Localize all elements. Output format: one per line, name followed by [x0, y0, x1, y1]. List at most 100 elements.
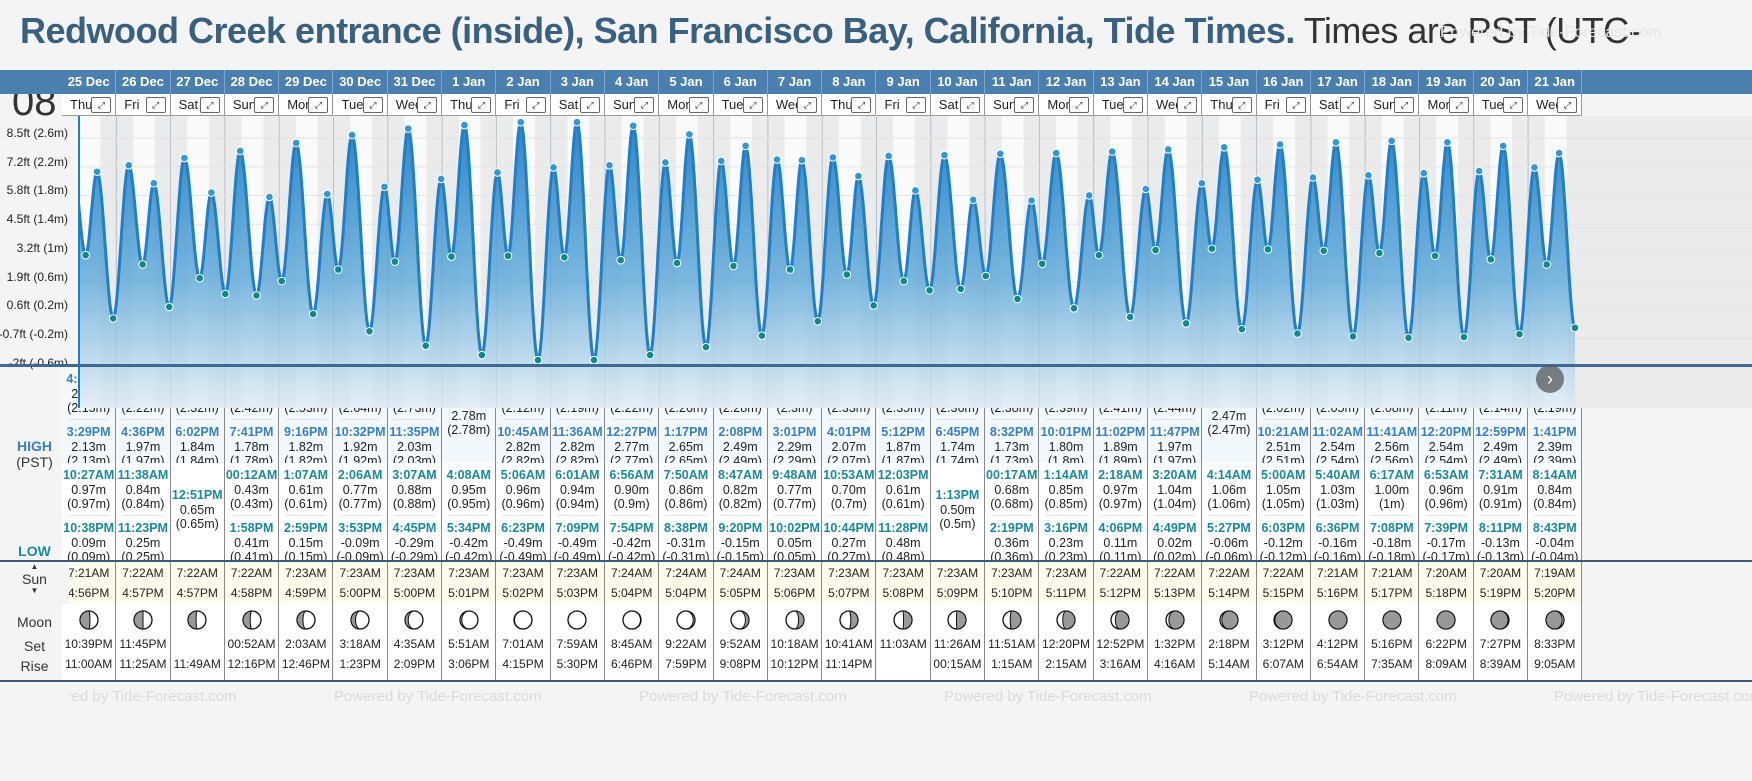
day-of-week-cell: Sun ⤢ [985, 94, 1040, 116]
high-tide-event: 10:45AM 2.82m (2.82m) [496, 420, 549, 468]
day-of-week-label: Mon [1427, 97, 1453, 112]
expand-day-icon[interactable]: ⤢ [145, 97, 166, 113]
expand-day-icon[interactable]: ⤢ [1394, 97, 1415, 113]
low-tide-point [981, 271, 991, 281]
high-tide-height: 1.87m [885, 440, 921, 454]
expand-day-icon[interactable]: ⤢ [688, 97, 709, 113]
day-column: 6 Jan Tue ⤢ [713, 70, 768, 757]
moon-row-label: Moon Set Rise [0, 604, 69, 680]
high-tide-event: 12:27PM 2.77m (2.77m) [605, 420, 658, 468]
sun-times-cell: 7:21AM 5:16PM [1310, 562, 1366, 604]
moon-phase-icon [893, 610, 913, 630]
expand-day-icon[interactable]: ⤢ [905, 97, 926, 113]
high-tide-event: 10:32PM 1.92m (1.92m) [334, 420, 387, 468]
high-tide-time: 1:41PM [1532, 425, 1577, 439]
expand-day-icon[interactable]: ⤢ [579, 97, 600, 113]
low-tide-cell: 10:53AM 0.70m (0.7m) 10:44PM 0.27m (0.27m) [822, 463, 877, 564]
high-tide-event: 5:12PM 1.87m (1.87m) [877, 420, 930, 468]
moonset-time: 3:12PM [1262, 637, 1304, 651]
high-tide-point [572, 117, 582, 127]
day-of-week-cell: Wed ⤢ [387, 94, 443, 116]
separator [719, 419, 761, 420]
low-tide-height-alt: (1.04m) [1153, 497, 1197, 511]
low-tide-event: 10:27AM 0.97m (0.97m) [62, 463, 115, 511]
expand-day-icon[interactable]: ⤢ [525, 97, 546, 113]
low-tide-point [1094, 250, 1104, 260]
day-of-week-label: Sat [178, 97, 199, 112]
timezone-note: Times are PST (UTC- [1303, 10, 1641, 51]
expand-day-icon[interactable]: ⤢ [417, 97, 438, 113]
expand-day-icon[interactable]: ⤢ [1503, 97, 1524, 113]
sun-times-cell: 7:23AM 5:06PM [767, 562, 823, 604]
moon-phase-icon [187, 610, 207, 630]
moon-cell: 10:41AM 11:14PM [822, 604, 877, 680]
separator [882, 419, 924, 420]
day-date-label: 12 Jan [1039, 70, 1094, 94]
moon-phase-icon [784, 610, 805, 630]
expand-day-icon[interactable]: ⤢ [1068, 97, 1089, 113]
low-tide-point [1125, 312, 1135, 322]
moonrise-time: 4:15PM [502, 657, 544, 671]
low-tide-point [1404, 333, 1413, 343]
low-tide-event: 10:02PM 0.05m (0.05m) [768, 516, 821, 564]
expand-day-icon[interactable]: ⤢ [1177, 97, 1198, 113]
low-tide-event: 6:01AM 0.94m (0.94m) [551, 463, 604, 511]
expand-day-icon[interactable]: ⤢ [1285, 97, 1306, 113]
low-tide-cell: 8:47AM 0.82m (0.82m) 9:20PM -0.15m (-0.15m) [713, 463, 768, 564]
expand-day-icon[interactable]: ⤢ [1448, 97, 1469, 113]
expand-day-icon[interactable]: ⤢ [308, 97, 329, 113]
moonrise-time: 11:49AM [173, 657, 221, 671]
high-tide-point [1419, 168, 1429, 178]
day-date-label: 6 Jan [714, 70, 768, 94]
high-tide-time: 5:12PM [881, 425, 926, 439]
moon-cell: 2:18PM 5:14AM [1202, 604, 1257, 680]
moon-phase-icon [133, 610, 153, 630]
moon-cell: 8:45AM 6:46PM [605, 604, 660, 680]
expand-day-icon[interactable]: ⤢ [254, 97, 275, 113]
high-tide-point [940, 150, 949, 160]
y-tick-label: 5.8ft (1.8m) [6, 183, 68, 198]
high-tide-time: 1:17PM [664, 425, 708, 439]
expand-day-icon[interactable]: ⤢ [1340, 97, 1361, 113]
moonrise-time: 4:16AM [1153, 657, 1196, 671]
low-tide-event: 10:53AM 0.70m (0.7m) [822, 463, 875, 511]
expand-day-icon[interactable]: ⤢ [742, 97, 763, 113]
low-tide-cell: 1:13PM 0.50m (0.5m) [930, 463, 986, 560]
high-tide-event: 3:29PM 2.13m (2.13m) [62, 420, 115, 468]
sunset-time: 5:15PM [1262, 586, 1304, 600]
high-tide-time: 6:02PM [175, 425, 220, 439]
expand-day-icon[interactable]: ⤢ [1014, 97, 1035, 113]
low-tide-cell: 8:14AM 0.84m (0.84m) 8:43PM -0.04m (-0.04m) [1528, 463, 1583, 564]
expand-day-icon[interactable]: ⤢ [851, 97, 872, 113]
high-tide-event: 11:41AM 2.56m (2.56m) [1365, 420, 1418, 468]
high-tide-point [628, 121, 638, 131]
expand-day-icon[interactable]: ⤢ [1122, 97, 1143, 113]
day-column: 9 Jan Fri ⤢ [876, 70, 931, 757]
moon-shadow [1490, 610, 1510, 630]
expand-day-icon[interactable]: ⤢ [1557, 97, 1578, 113]
moon-phase-icon [1002, 610, 1022, 630]
expand-day-icon[interactable]: ⤢ [960, 97, 981, 113]
low-tide-cell: 5:00AM 1.05m (1.05m) 6:03PM -0.12m (-0.12m) [1256, 463, 1311, 564]
expand-day-icon[interactable]: ⤢ [362, 97, 383, 113]
expand-day-icon[interactable]: ⤢ [471, 97, 492, 113]
expand-day-icon[interactable]: ⤢ [199, 97, 220, 113]
low-tide-height: -0.12m [1263, 536, 1303, 550]
expand-day-icon[interactable]: ⤢ [634, 97, 655, 113]
expand-day-icon[interactable]: ⤢ [91, 97, 112, 113]
sunset-time: 5:10PM [991, 586, 1033, 600]
day-of-week-label: Fri [884, 97, 900, 112]
expand-day-icon[interactable]: ⤢ [1231, 97, 1252, 113]
moon-phase-icon [241, 610, 262, 630]
low-tide-point [1013, 294, 1022, 304]
low-tide-height-alt: (0.84m) [1533, 497, 1577, 511]
low-tide-time: 6:36PM [1315, 521, 1360, 535]
next-days-button[interactable]: › [1536, 365, 1564, 393]
moon-shadow [1328, 610, 1348, 630]
low-tide-height: 0.85m [1048, 483, 1084, 497]
high-tide-time: 10:01PM [1040, 425, 1092, 439]
expand-day-icon[interactable]: ⤢ [797, 97, 818, 113]
moon-shadow [1009, 610, 1022, 630]
moon-cell: 11:49AM [170, 604, 225, 680]
moonset-time: 10:39PM [64, 637, 113, 651]
